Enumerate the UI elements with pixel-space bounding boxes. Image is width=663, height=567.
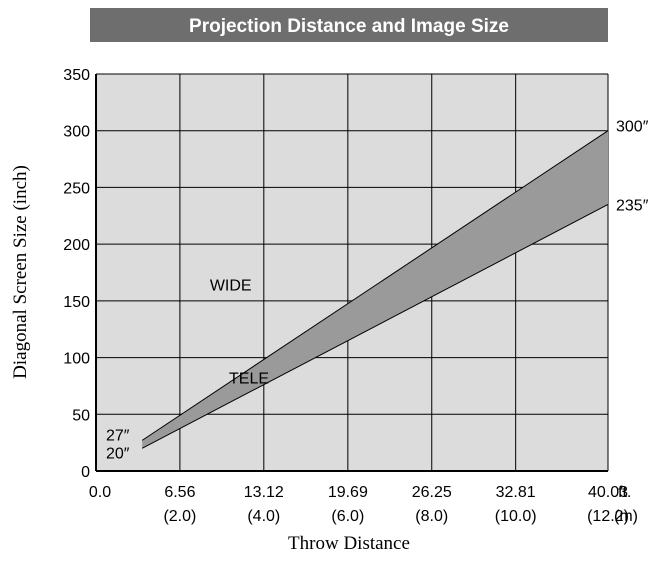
- x-tick-label-ft: 13.12: [244, 484, 284, 501]
- y-tick-label: 300: [63, 124, 90, 141]
- x-tick-label-m: (8.0): [415, 508, 448, 525]
- wide-start-label: 27″: [106, 427, 130, 444]
- range-band-fill: [142, 130, 608, 449]
- series-line-wide: [141, 130, 609, 441]
- range-band: [142, 130, 608, 449]
- labels: 0 50 100 150 200 250 300 350 0.0 6.56 (2.0) 13.12 (4…: [63, 67, 648, 525]
- wide-series-label: WIDE: [210, 278, 252, 295]
- y-tick-label: 100: [63, 351, 90, 368]
- series-lines: [141, 130, 609, 449]
- x-tick-label-ft: 6.56: [164, 484, 195, 501]
- x-tick-label-ft: 32.81: [496, 484, 536, 501]
- tele-end-label: 235″: [616, 197, 649, 214]
- x-tick-label-m: (6.0): [331, 508, 364, 525]
- wide-end-label: 300″: [616, 119, 649, 136]
- x-unit-secondary: (m): [614, 508, 638, 525]
- y-tick-label: 0: [81, 464, 90, 481]
- plot-area: [96, 74, 608, 471]
- x-tick-label-m: (4.0): [247, 508, 280, 525]
- y-tick-label: 350: [63, 67, 90, 84]
- x-axis-label: Throw Distance: [288, 533, 410, 554]
- tele-start-label: 20″: [106, 445, 130, 462]
- y-tick-label: 200: [63, 237, 90, 254]
- x-tick-label-ft: 0.0: [89, 484, 111, 501]
- tele-series-label: TELE: [229, 371, 269, 388]
- x-tick-label-ft: 40.03: [588, 484, 628, 501]
- title-bar: [90, 8, 608, 42]
- y-tick-label: 150: [63, 294, 90, 311]
- axes: [95, 74, 608, 472]
- x-tick-label-m: (10.0): [495, 508, 537, 525]
- y-axis-label: Diagonal Screen Size (inch): [10, 165, 31, 379]
- series-line-tele: [141, 203, 609, 449]
- y-tick-label: 250: [63, 180, 90, 197]
- x-unit-primary: ft.: [618, 484, 631, 501]
- x-tick-label-ft: 19.69: [328, 484, 368, 501]
- chart-title: Projection Distance and Image Size: [189, 16, 509, 37]
- x-tick-label-ft: 26.25: [412, 484, 452, 501]
- x-tick-label-m: (2.0): [163, 508, 196, 525]
- y-tick-label: 50: [72, 407, 90, 424]
- x-tick-label-m: (12.2): [587, 508, 629, 525]
